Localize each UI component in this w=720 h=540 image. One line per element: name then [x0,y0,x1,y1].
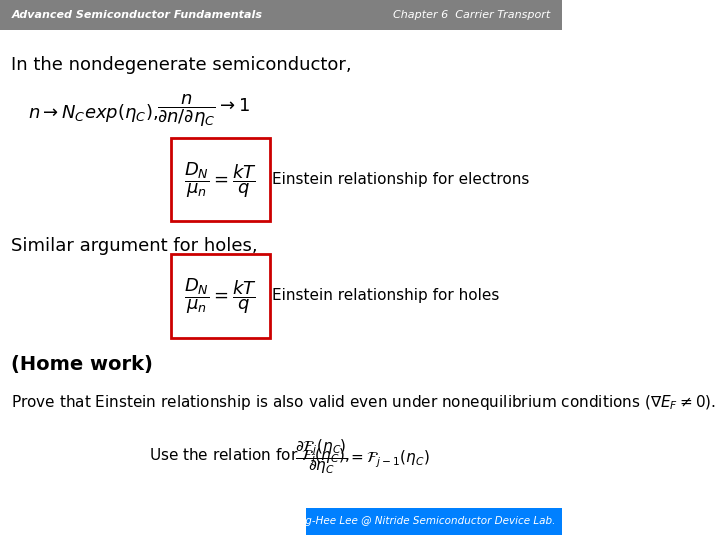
Bar [0,0,562,30]
Text: Similar argument for holes,: Similar argument for holes, [12,237,258,255]
Text: $n \rightarrow N_C exp(\eta_C),$: $n \rightarrow N_C exp(\eta_C),$ [28,103,158,124]
Text: Advanced Semiconductor Fundamentals: Advanced Semiconductor Fundamentals [12,10,262,20]
Text: $\dfrac{D_N}{\mu_n} = \dfrac{kT}{q}$: $\dfrac{D_N}{\mu_n} = \dfrac{kT}{q}$ [184,276,256,316]
Text: Chapter 6  Carrier Transport: Chapter 6 Carrier Transport [393,10,551,20]
Text: Jung-Hee Lee @ Nitride Semiconductor Device Lab.: Jung-Hee Lee @ Nitride Semiconductor Dev… [289,516,556,526]
Text: (Home work): (Home work) [12,355,153,374]
Text: $\dfrac{\partial \mathcal{F}_j(\eta_C)}{\partial \eta_C} = \mathcal{F}_{j-1}(\et: $\dfrac{\partial \mathcal{F}_j(\eta_C)}{… [295,437,430,476]
Text: In the nondegenerate semiconductor,: In the nondegenerate semiconductor, [12,56,352,74]
Text: Einstein relationship for holes: Einstein relationship for holes [272,288,500,303]
Text: Use the relation for $\mathcal{F}_j(\eta_C)$,: Use the relation for $\mathcal{F}_j(\eta… [149,446,349,467]
FancyBboxPatch shape [171,254,269,338]
FancyBboxPatch shape [171,138,269,221]
Text: $\dfrac{n}{\partial n / \partial\eta_C} \rightarrow 1$: $\dfrac{n}{\partial n / \partial\eta_C} … [157,92,250,129]
Text: Einstein relationship for electrons: Einstein relationship for electrons [272,172,530,187]
Text: Prove that Einstein relationship is also valid even under nonequilibrium conditi: Prove that Einstein relationship is also… [12,393,716,412]
Text: $\dfrac{D_N}{\mu_n} = \dfrac{kT}{q}$: $\dfrac{D_N}{\mu_n} = \dfrac{kT}{q}$ [184,160,256,200]
Bar [306,508,562,535]
